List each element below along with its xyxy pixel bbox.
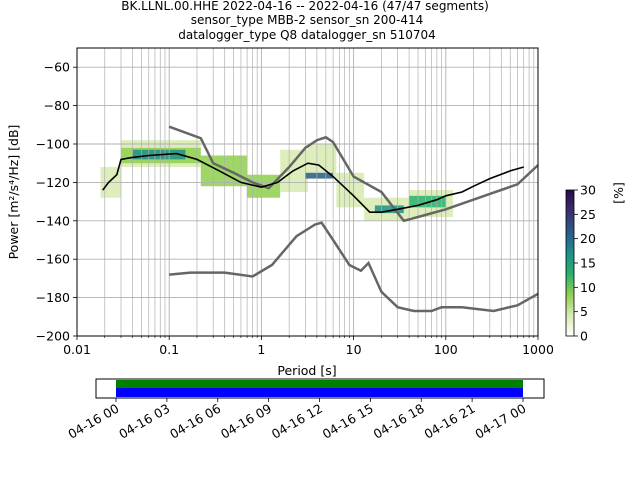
- x-tick-label: 1: [257, 342, 265, 357]
- histogram-cell: [409, 195, 446, 208]
- colorbar-tick-label: 25: [580, 207, 596, 222]
- histogram-cell: [305, 172, 334, 179]
- colorbar-tick-label: 5: [580, 304, 588, 319]
- colorbar: 0 5 10 15 20 25 30 [%]: [565, 182, 626, 344]
- noise-model-high-line: [168, 125, 539, 223]
- y-axis-label: Power [m²/s⁴/Hz] [dB]: [6, 125, 21, 260]
- chart-title: BK.LLNL.00.HHE 2022-04-16 -- 2022-04-16 …: [121, 0, 489, 42]
- noise-model-low-line: [169, 221, 539, 313]
- timeline-tick-label: 04-16 18: [371, 401, 427, 442]
- colorbar-tick-label: 15: [580, 256, 596, 271]
- x-tick-label: 100: [434, 342, 458, 357]
- y-axis: −60 −80 −100 −120 −140 −160 −180 −200: [36, 60, 77, 344]
- colorbar-tick-label: 30: [580, 183, 596, 198]
- y-tick-label: −80: [44, 98, 70, 113]
- timeline-tick-label: 04-16 12: [269, 401, 325, 442]
- y-tick-label: −200: [36, 329, 70, 344]
- y-tick-label: −160: [36, 252, 70, 267]
- timeline-tick-label: 04-16 15: [320, 401, 376, 442]
- y-tick-label: −140: [36, 213, 70, 228]
- colorbar-tick-label: 20: [580, 231, 596, 246]
- timeline-tick-label: 04-16 00: [65, 401, 121, 442]
- timeline-bar-top: [116, 380, 523, 388]
- colorbar-scale: [565, 189, 575, 337]
- plot-frame: [76, 47, 539, 337]
- timeline-tick-label: 04-16 06: [167, 401, 223, 442]
- y-tick-label: −60: [44, 60, 70, 75]
- x-tick-label: 0.01: [63, 342, 91, 357]
- timeline-tick-label: 04-16 03: [116, 401, 172, 442]
- y-tick-label: −100: [36, 137, 70, 152]
- timeline-tick-label: 04-16 21: [421, 401, 477, 442]
- timeline-tick-label: 04-17 00: [472, 401, 528, 442]
- colorbar-tick-label: 0: [580, 329, 588, 344]
- x-tick-label: 0.1: [159, 342, 179, 357]
- histogram-cell: [374, 205, 404, 214]
- y-tick-label: −120: [36, 175, 70, 190]
- x-tick-label: 10: [346, 342, 362, 357]
- x-axis-label: Period [s]: [277, 363, 336, 378]
- x-axis: 0.01 0.1 1 10 100 1000: [63, 336, 554, 357]
- colorbar-tick-label: 10: [580, 280, 596, 295]
- mode-curve-line: [102, 152, 524, 213]
- y-tick-label: −180: [36, 290, 70, 305]
- timeline-bar-bottom: [116, 388, 523, 397]
- timeline-tick-label: 04-16 09: [218, 401, 274, 442]
- title-line-1: BK.LLNL.00.HHE 2022-04-16 -- 2022-04-16 …: [121, 0, 489, 13]
- title-line-3: datalogger_type Q8 datalogger_sn 510704: [178, 28, 436, 42]
- curves: [102, 125, 539, 313]
- colorbar-label: [%]: [611, 182, 626, 204]
- colorbar-ticks: 0 5 10 15 20 25 30: [574, 183, 596, 344]
- x-tick-label: 1000: [522, 342, 554, 357]
- title-line-2: sensor_type MBB-2 sensor_sn 200-414: [191, 13, 424, 27]
